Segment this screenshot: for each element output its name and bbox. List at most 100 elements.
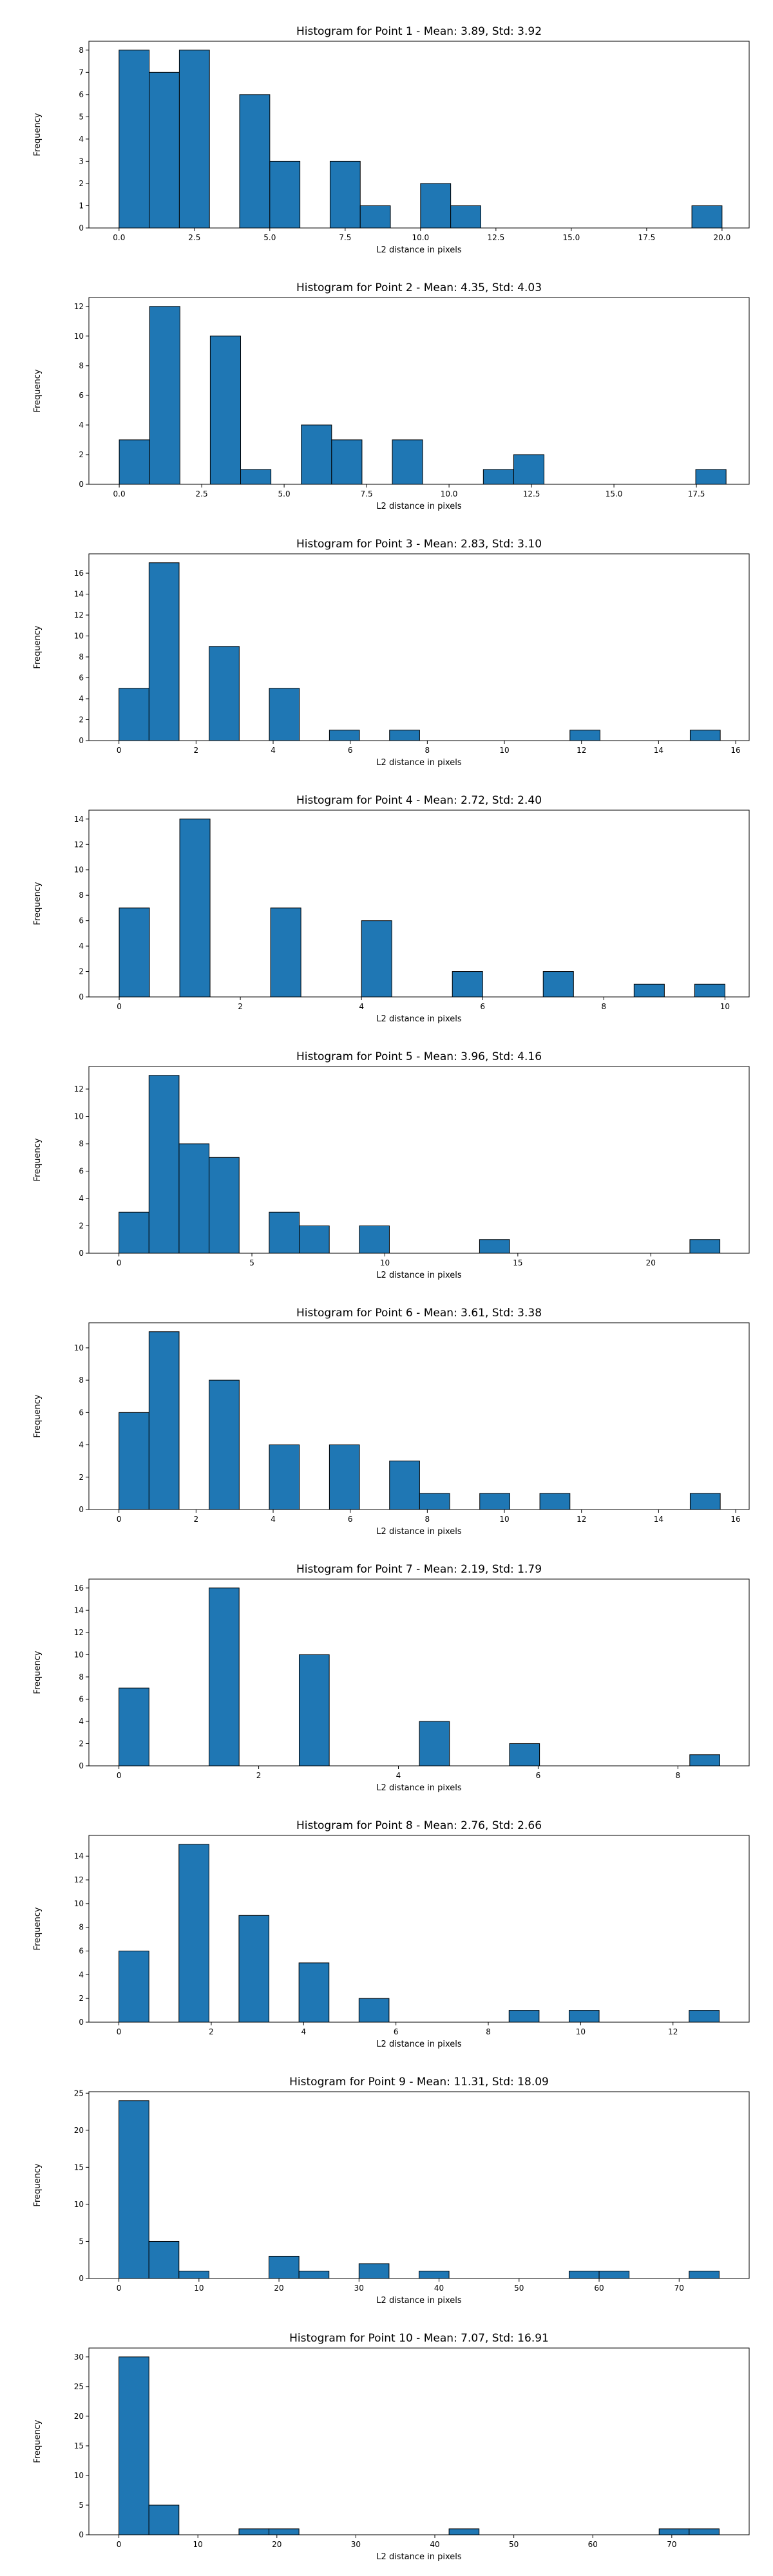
histogram-bar [479,1493,510,1510]
x-tick-label: 50 [514,2284,524,2293]
y-axis-label: Frequency [33,2420,43,2463]
histogram-bar [329,160,361,229]
x-tick-label: 7.5 [339,233,351,242]
y-tick-label: 5 [79,2501,84,2510]
x-tick-label: 4 [359,1002,364,1011]
x-tick-label: 0 [117,2540,122,2549]
x-tick-label: 40 [434,2284,444,2293]
y-tick-label: 8 [79,652,84,661]
x-tick-label: 5 [249,1258,254,1267]
x-tick-label: 16 [730,1515,740,1524]
histogram-bar [119,907,150,998]
axes-frame [88,297,750,485]
x-tick-label: 0 [117,2027,122,2036]
y-tick-label: 8 [79,1376,84,1385]
y-tick-label: 12 [74,302,84,311]
histogram-bar [513,454,545,485]
y-tick-label: 8 [79,46,84,55]
histogram-bar [178,50,210,229]
x-axis-label: L2 distance in pixels [376,1271,462,1280]
histogram-bar [209,1587,240,1766]
histogram-bar [209,336,242,485]
y-tick-label: 2 [79,1473,84,1482]
x-tick-label: 50 [509,2540,519,2549]
histogram-bar [689,730,721,741]
y-tick-label: 0 [79,736,84,745]
histogram-bar [694,983,725,998]
histogram-bar [119,1211,149,1254]
histogram-bar [119,2356,149,2535]
x-tick-label: 20 [272,2540,282,2549]
y-axis-label: Frequency [33,1651,43,1694]
x-tick-label: 6 [536,1771,541,1780]
y-tick-label: 14 [74,1605,84,1615]
y-tick-label: 6 [79,674,84,683]
y-tick-label: 0 [79,2018,84,2027]
histogram-bar [539,1493,571,1510]
x-axis-label: L2 distance in pixels [376,1783,462,1793]
x-tick-label: 2 [194,746,199,755]
y-axis-label: Frequency [33,113,43,156]
histogram-bar [119,1687,149,1766]
y-tick-label: 6 [79,1947,84,1956]
y-tick-label: 0 [79,480,84,489]
chart-title: Histogram for Point 10 - Mean: 7.07, Std… [289,2332,549,2345]
x-tick-label: 6 [348,1515,353,1524]
x-tick-label: 2 [194,1515,199,1524]
y-tick-label: 1 [79,201,84,210]
histogram-bar [392,439,423,485]
x-tick-label: 14 [654,1515,663,1524]
x-tick-label: 10 [194,2284,204,2293]
chart-title: Histogram for Point 6 - Mean: 3.61, Std:… [296,1307,542,1320]
x-tick-label: 6 [394,2027,399,2036]
y-tick-label: 12 [74,611,84,620]
y-tick-label: 15 [74,2163,84,2172]
histogram-bar [569,730,600,741]
histogram-bar [148,1331,180,1510]
x-tick-label: 6 [348,746,353,755]
x-tick-label: 12 [668,2027,678,2036]
x-axis-label: L2 distance in pixels [376,1527,462,1537]
histogram-panel-6: Histogram for Point 6 - Mean: 3.61, Std:… [33,1307,750,1537]
y-tick-label: 30 [74,2353,84,2362]
chart-title: Histogram for Point 1 - Mean: 3.89, Std:… [296,25,542,38]
y-tick-label: 4 [79,1717,84,1726]
y-tick-label: 2 [79,1739,84,1748]
x-tick-label: 20 [274,2284,283,2293]
histogram-bar [299,1226,330,1254]
chart-title: Histogram for Point 8 - Mean: 2.76, Std:… [296,1819,542,1832]
histogram-bar [689,1493,721,1510]
x-tick-label: 0.0 [113,489,126,498]
histogram-panel-3: Histogram for Point 3 - Mean: 2.83, Std:… [33,538,750,768]
histogram-panel-7: Histogram for Point 7 - Mean: 2.19, Std:… [33,1563,750,1793]
x-tick-label: 12.5 [523,489,540,498]
y-tick-label: 25 [74,2382,84,2391]
histogram-bar [270,907,301,998]
y-tick-label: 6 [79,1694,84,1703]
y-tick-label: 0 [79,1505,84,1514]
y-tick-label: 8 [79,1672,84,1681]
y-tick-label: 7 [79,68,84,77]
histogram-bar [178,1844,209,2023]
y-tick-label: 10 [74,1343,84,1352]
histogram-bar [148,1075,180,1254]
x-tick-label: 14 [654,746,663,755]
y-tick-label: 6 [79,391,84,400]
histogram-bar [689,2528,720,2535]
y-tick-label: 8 [79,891,84,900]
x-tick-label: 0 [117,746,122,755]
y-tick-label: 2 [79,1994,84,2003]
x-tick-label: 17.5 [638,233,656,242]
y-tick-label: 20 [74,2126,84,2135]
y-tick-label: 4 [79,1194,84,1203]
histogram-bar [149,71,180,229]
x-tick-label: 7.5 [361,489,373,498]
histogram-bar [238,1915,270,2023]
histogram-panel-8: Histogram for Point 8 - Mean: 2.76, Std:… [33,1819,750,2049]
histogram-bar [358,2263,390,2279]
histogram-bar [689,2270,720,2279]
histogram-bar [361,920,392,998]
y-tick-label: 4 [79,942,84,951]
x-tick-label: 2.5 [196,489,208,498]
y-tick-label: 6 [79,1167,84,1176]
